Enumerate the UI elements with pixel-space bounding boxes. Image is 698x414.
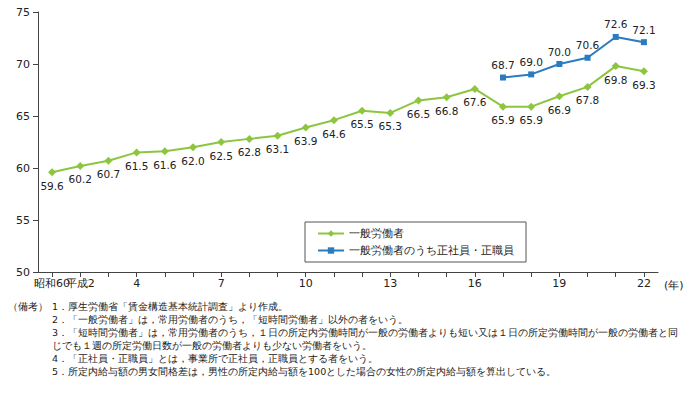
svg-text:一般労働者のうち正社員・正職員: 一般労働者のうち正社員・正職員: [349, 244, 514, 257]
svg-text:13: 13: [383, 277, 397, 290]
svg-text:19: 19: [552, 277, 566, 290]
svg-text:65.5: 65.5: [350, 118, 373, 130]
svg-text:16: 16: [468, 277, 482, 290]
svg-text:(年): (年): [664, 279, 684, 292]
svg-text:70.0: 70.0: [548, 46, 571, 58]
svg-text:65.3: 65.3: [379, 120, 402, 132]
svg-text:60.2: 60.2: [69, 173, 92, 185]
svg-text:72.1: 72.1: [632, 24, 655, 36]
svg-text:10: 10: [299, 277, 313, 290]
svg-text:60.7: 60.7: [97, 168, 120, 180]
svg-text:4: 4: [133, 277, 140, 290]
svg-text:70: 70: [16, 58, 30, 71]
svg-text:63.9: 63.9: [294, 135, 317, 147]
svg-text:65.9: 65.9: [491, 114, 514, 126]
svg-text:66.8: 66.8: [435, 105, 458, 117]
svg-text:67.6: 67.6: [463, 96, 487, 108]
svg-text:68.7: 68.7: [491, 59, 514, 71]
html-text:5．所定内給与額の男女間格差は，男性の所定内給与額を100と: 5．所定内給与額の男女間格差は，男性の所定内給与額を100とした場合の女性の所定…: [52, 366, 557, 377]
svg-text:65: 65: [16, 110, 30, 123]
svg-text:63.1: 63.1: [266, 143, 289, 155]
svg-text:22: 22: [637, 277, 651, 290]
svg-text:一般労働者: 一般労働者: [349, 227, 404, 240]
svg-text:昭和60: 昭和60: [34, 277, 70, 290]
svg-text:70.6: 70.6: [576, 39, 600, 51]
html-text:1．厚生労働省「賃金構造基本統計調査」より作成。: 1．厚生労働省「賃金構造基本統計調査」より作成。: [52, 301, 288, 312]
svg-text:61.6: 61.6: [153, 159, 177, 171]
svg-text:69.3: 69.3: [632, 79, 655, 91]
svg-text:50: 50: [16, 266, 30, 279]
svg-text:66.5: 66.5: [407, 108, 430, 120]
html-text:4．「正社員・正職員」とは，事業所で正社員，正職員とする者を: 4．「正社員・正職員」とは，事業所で正社員，正職員とする者をいう。: [52, 353, 378, 364]
html-text:（備考）: （備考）: [8, 301, 48, 312]
svg-text:67.8: 67.8: [576, 94, 599, 106]
svg-text:75: 75: [16, 6, 30, 19]
svg-text:64.6: 64.6: [322, 128, 346, 140]
svg-text:平成2: 平成2: [66, 277, 95, 290]
svg-text:61.5: 61.5: [125, 160, 148, 172]
svg-text:7: 7: [218, 277, 225, 290]
svg-text:60: 60: [16, 162, 30, 175]
svg-text:65.9: 65.9: [519, 114, 542, 126]
html-text:2．「一般労働者」は，常用労働者のうち，「短時間労働者」以外: 2．「一般労働者」は，常用労働者のうち，「短時間労働者」以外の者をいう。: [52, 314, 408, 325]
svg-text:62.0: 62.0: [181, 155, 204, 167]
svg-text:69.8: 69.8: [604, 74, 627, 86]
svg-text:62.5: 62.5: [209, 150, 232, 162]
svg-text:69.0: 69.0: [519, 56, 542, 68]
svg-text:59.6: 59.6: [40, 180, 64, 192]
svg-text:55: 55: [16, 214, 30, 227]
html-text:3．「短時間労働者」は，常用労働者のうち，１日の所定内労働時: 3．「短時間労働者」は，常用労働者のうち，１日の所定内労働時間が一般の労働者より…: [52, 327, 678, 351]
svg-text:66.9: 66.9: [548, 104, 571, 116]
svg-text:62.8: 62.8: [238, 146, 261, 158]
svg-text:72.6: 72.6: [604, 18, 628, 30]
